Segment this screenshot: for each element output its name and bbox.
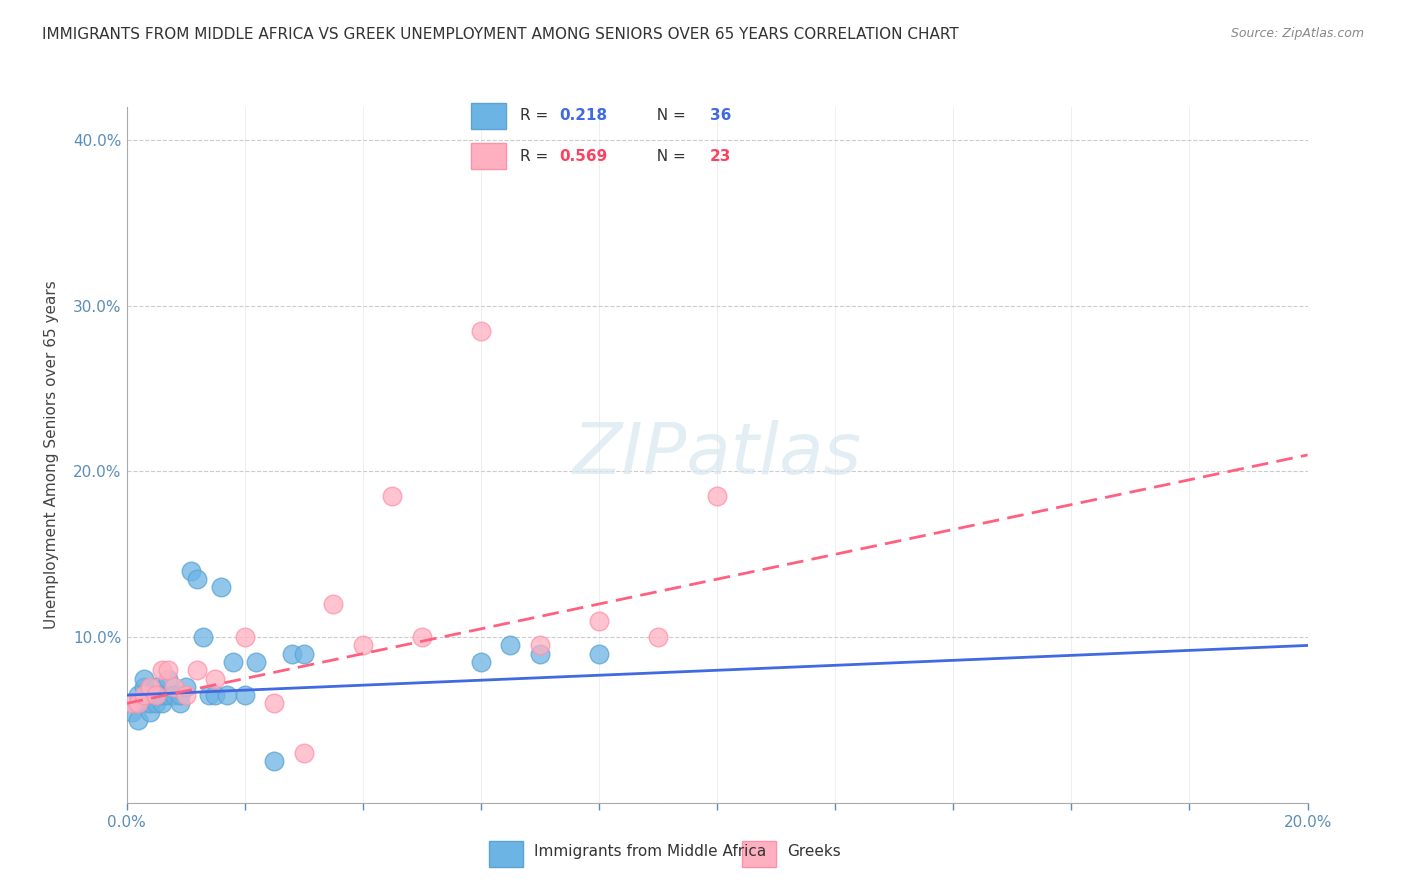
- Point: [127, 697, 149, 711]
- Point: [499, 639, 522, 653]
- Point: [186, 663, 208, 677]
- Point: [198, 688, 221, 702]
- Point: [204, 688, 226, 702]
- Point: [263, 755, 285, 769]
- Point: [174, 688, 197, 702]
- Point: [134, 680, 156, 694]
- Point: [529, 639, 551, 653]
- Point: [134, 688, 156, 702]
- Point: [292, 647, 315, 661]
- FancyBboxPatch shape: [742, 840, 776, 867]
- Point: [292, 746, 315, 760]
- Point: [233, 630, 256, 644]
- Point: [163, 680, 186, 694]
- Point: [588, 647, 610, 661]
- Point: [204, 672, 226, 686]
- Point: [156, 663, 179, 677]
- Point: [174, 680, 197, 694]
- Point: [352, 639, 374, 653]
- Text: N =: N =: [647, 149, 690, 163]
- Point: [145, 688, 167, 702]
- Point: [134, 672, 156, 686]
- Text: 23: 23: [710, 149, 731, 163]
- Point: [121, 697, 143, 711]
- Point: [215, 688, 238, 702]
- Text: N =: N =: [647, 109, 690, 123]
- Text: R =: R =: [520, 109, 554, 123]
- Point: [222, 655, 245, 669]
- Point: [706, 489, 728, 503]
- Point: [647, 630, 669, 644]
- Text: Source: ZipAtlas.com: Source: ZipAtlas.com: [1230, 27, 1364, 40]
- Point: [470, 655, 492, 669]
- Point: [150, 663, 173, 677]
- Text: 0.218: 0.218: [560, 109, 607, 123]
- Point: [121, 705, 143, 719]
- Text: Immigrants from Middle Africa: Immigrants from Middle Africa: [534, 845, 766, 859]
- Point: [411, 630, 433, 644]
- Text: 0.569: 0.569: [560, 149, 607, 163]
- Point: [169, 697, 191, 711]
- Point: [150, 697, 173, 711]
- Point: [127, 713, 149, 727]
- Point: [180, 564, 202, 578]
- Text: Greeks: Greeks: [787, 845, 841, 859]
- Point: [156, 672, 179, 686]
- Point: [150, 688, 173, 702]
- Point: [209, 581, 232, 595]
- FancyBboxPatch shape: [471, 103, 506, 129]
- FancyBboxPatch shape: [471, 143, 506, 169]
- Point: [134, 697, 156, 711]
- Text: R =: R =: [520, 149, 554, 163]
- Point: [145, 680, 167, 694]
- Y-axis label: Unemployment Among Seniors over 65 years: Unemployment Among Seniors over 65 years: [45, 281, 59, 629]
- Point: [245, 655, 267, 669]
- Point: [281, 647, 304, 661]
- Point: [127, 688, 149, 702]
- Point: [186, 572, 208, 586]
- Point: [322, 597, 344, 611]
- Point: [263, 697, 285, 711]
- Point: [588, 614, 610, 628]
- Point: [139, 680, 162, 694]
- Point: [139, 688, 162, 702]
- Point: [139, 705, 162, 719]
- Point: [169, 688, 191, 702]
- Text: 36: 36: [710, 109, 731, 123]
- Point: [163, 688, 186, 702]
- Point: [381, 489, 404, 503]
- Point: [233, 688, 256, 702]
- Point: [193, 630, 215, 644]
- FancyBboxPatch shape: [489, 840, 523, 867]
- Point: [470, 324, 492, 338]
- Text: ZIPatlas: ZIPatlas: [572, 420, 862, 490]
- Point: [139, 697, 162, 711]
- Point: [156, 688, 179, 702]
- Point: [529, 647, 551, 661]
- Text: IMMIGRANTS FROM MIDDLE AFRICA VS GREEK UNEMPLOYMENT AMONG SENIORS OVER 65 YEARS : IMMIGRANTS FROM MIDDLE AFRICA VS GREEK U…: [42, 27, 959, 42]
- Point: [145, 697, 167, 711]
